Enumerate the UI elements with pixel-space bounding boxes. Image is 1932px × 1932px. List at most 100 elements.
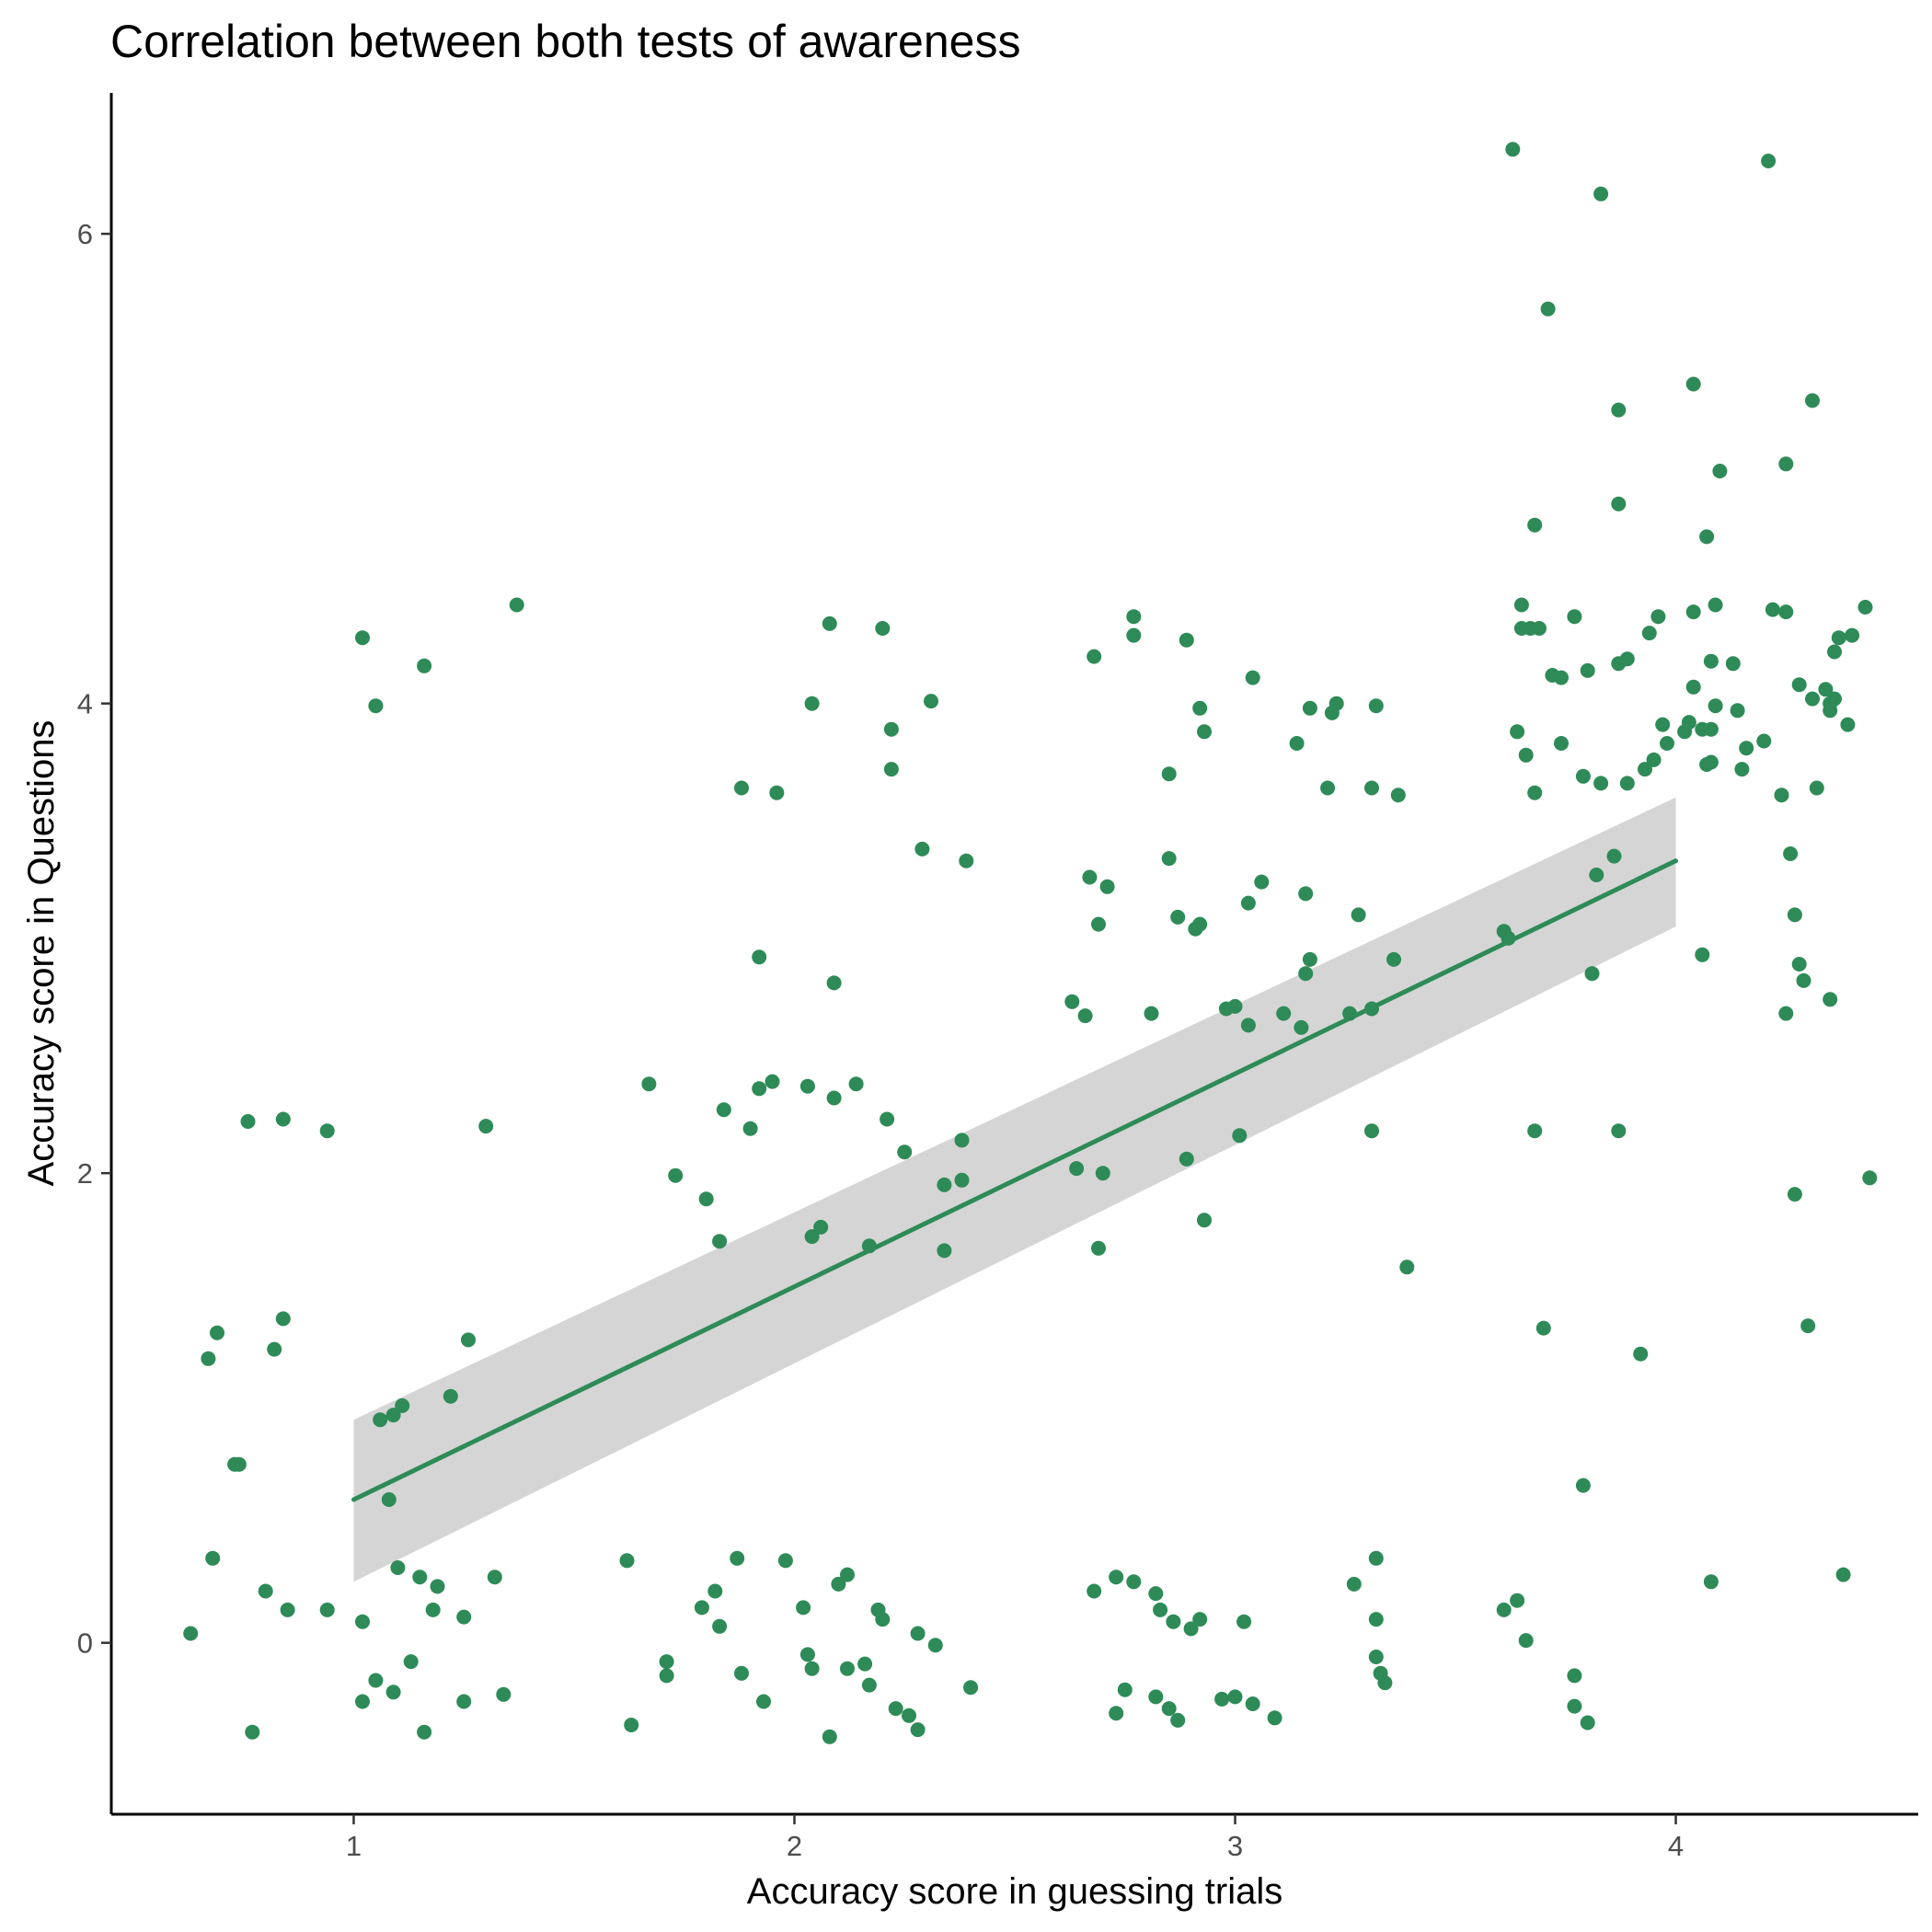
data-point [902, 1708, 916, 1723]
data-point [756, 1694, 771, 1709]
data-point [1703, 754, 1719, 770]
data-point [752, 1081, 767, 1097]
data-point [1589, 868, 1604, 882]
data-point [443, 1388, 458, 1404]
x-tick-label: 2 [787, 1830, 802, 1862]
data-point [1179, 632, 1194, 648]
data-point [319, 1123, 335, 1139]
data-point [883, 762, 899, 777]
data-point [1606, 848, 1622, 864]
data-point [1183, 1621, 1199, 1637]
data-point [1708, 597, 1723, 613]
data-point [1540, 301, 1556, 316]
data-point [1593, 776, 1609, 791]
data-point [1791, 957, 1807, 972]
data-point [1805, 393, 1820, 408]
data-point [730, 1550, 745, 1566]
data-point [857, 1656, 873, 1672]
data-point [804, 696, 820, 711]
data-point [1857, 600, 1873, 615]
data-point [1765, 602, 1780, 617]
data-point [1535, 1320, 1551, 1336]
data-point [1575, 768, 1591, 784]
data-point [1364, 780, 1379, 796]
data-point [619, 1553, 635, 1569]
data-point [822, 615, 837, 631]
data-point [1245, 1696, 1260, 1711]
data-point [1294, 1019, 1309, 1035]
data-point [742, 1121, 758, 1136]
data-point [752, 949, 767, 965]
data-point [355, 1614, 370, 1629]
data-point [848, 1076, 864, 1092]
data-point [716, 1102, 731, 1118]
data-point [1712, 464, 1728, 478]
data-point [1364, 1123, 1379, 1139]
data-point [1641, 626, 1657, 641]
data-point [1840, 717, 1856, 732]
data-point [840, 1661, 855, 1676]
data-point [1077, 1008, 1093, 1024]
data-point [698, 1191, 714, 1207]
data-point [1276, 1006, 1292, 1021]
data-point [668, 1167, 684, 1183]
data-point [799, 1078, 815, 1094]
y-tick-label: 0 [77, 1627, 93, 1660]
data-point [1236, 1614, 1252, 1629]
data-point [275, 1311, 291, 1327]
data-point [412, 1570, 428, 1585]
x-tick-label: 1 [346, 1830, 362, 1862]
data-point [210, 1325, 224, 1340]
data-point [1386, 951, 1401, 967]
data-point [1289, 736, 1305, 751]
data-point [1633, 1346, 1649, 1362]
data-point [1575, 1478, 1591, 1493]
data-point [1091, 1240, 1106, 1256]
data-point [1650, 609, 1666, 625]
data-point [1739, 741, 1754, 756]
data-point [875, 1612, 891, 1627]
data-point [927, 1638, 943, 1653]
data-point [1518, 1633, 1534, 1649]
data-point [1368, 698, 1384, 714]
data-point [1170, 909, 1186, 925]
x-ticks-layer: 1 2 3 4 [346, 1814, 1684, 1862]
data-point [910, 1722, 926, 1738]
data-point [1791, 677, 1807, 693]
data-point [1240, 895, 1256, 911]
data-point [1518, 747, 1534, 763]
data-point [1774, 788, 1789, 803]
data-point [769, 785, 785, 800]
data-point [1513, 597, 1529, 613]
data-point [694, 1600, 709, 1616]
axes-layer [109, 93, 1918, 1816]
data-point [1611, 1123, 1627, 1139]
data-point [456, 1609, 472, 1625]
data-point [1725, 656, 1741, 672]
data-point [1069, 1161, 1085, 1177]
data-point [1091, 916, 1106, 932]
data-point [963, 1680, 979, 1696]
data-point [1109, 1706, 1124, 1721]
x-tick-label: 4 [1668, 1830, 1684, 1862]
data-point [765, 1074, 780, 1089]
data-point [373, 1412, 388, 1428]
data-point [1527, 1123, 1543, 1139]
data-point [1087, 1583, 1102, 1599]
data-point [425, 1602, 441, 1617]
data-point [1192, 916, 1208, 932]
data-point [385, 1408, 401, 1423]
data-point [1660, 736, 1674, 751]
y-tick-label: 2 [77, 1157, 93, 1190]
data-point [641, 1076, 657, 1092]
data-point [275, 1111, 291, 1127]
data-point [1646, 752, 1662, 767]
data-point [1818, 682, 1834, 697]
data-point [1505, 142, 1521, 157]
data-point [1390, 788, 1406, 803]
data-point [840, 1567, 855, 1582]
data-point [1734, 762, 1750, 777]
data-point [1302, 951, 1317, 967]
data-point [1703, 1574, 1719, 1590]
data-point [1298, 966, 1314, 982]
